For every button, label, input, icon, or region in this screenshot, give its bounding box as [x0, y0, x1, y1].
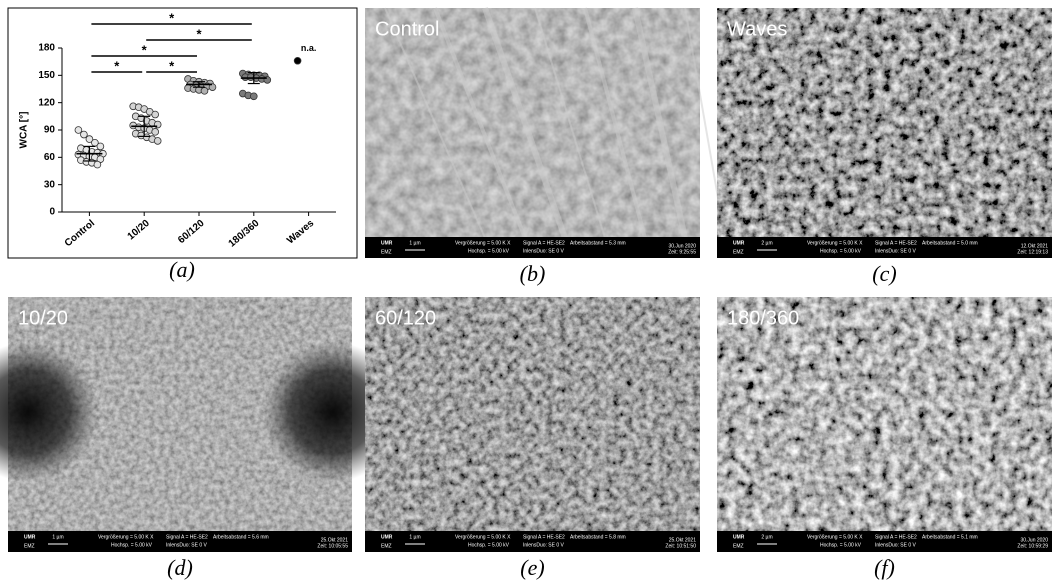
- info: Arbeitsabstand = 5.8 mm: [570, 534, 626, 540]
- scale-bar-label: 1 µm: [409, 534, 420, 540]
- panel-caption: (d): [167, 555, 193, 580]
- info: InlensDuo: SE 0 V: [875, 542, 917, 548]
- info: Arbeitsabstand = 5.6 mm: [213, 534, 269, 540]
- info: Signal A = HE-SE2: [875, 240, 917, 246]
- info: Arbeitsabstand = 5.3 mm: [570, 240, 626, 246]
- panel-title: 180/360: [727, 307, 799, 329]
- info: Hochsp. = 5.00 kV: [468, 542, 510, 548]
- data-point: [152, 128, 159, 135]
- data-point: [97, 143, 104, 150]
- panel-title: 10/20: [18, 307, 68, 329]
- info: Signal A = HE-SE2: [523, 240, 565, 246]
- info: Vergrößerung = 5.00 K X: [455, 534, 511, 540]
- info: Zeit: 12:19:13: [1017, 249, 1048, 255]
- data-point: [81, 131, 88, 138]
- info: InlensDuo: SE 0 V: [166, 542, 208, 548]
- scale-bar-label: 2 µm: [761, 534, 772, 540]
- panel-caption: (a): [169, 257, 195, 282]
- logo: UMR: [733, 240, 745, 246]
- info: InlensDuo: SE 0 V: [875, 248, 917, 254]
- panel-caption: (c): [872, 261, 896, 286]
- info: Zeit: 10:05:55: [317, 543, 348, 549]
- panel-caption: (b): [520, 261, 546, 286]
- logo: EMZ: [24, 543, 35, 549]
- y-tick-label: 0: [49, 207, 55, 218]
- info: Zeit: 10:51:50: [665, 543, 696, 549]
- scale-bar-label: 1 µm: [409, 240, 420, 246]
- panel-caption: (f): [874, 555, 895, 580]
- panel-title: 60/120: [375, 307, 436, 329]
- info: InlensDuo: SE 0 V: [523, 542, 565, 548]
- logo: EMZ: [733, 543, 744, 549]
- logo: UMR: [381, 240, 393, 246]
- info: Zeit: 10:59:29: [1017, 543, 1048, 549]
- data-point: [152, 111, 159, 118]
- annotation: n.a.: [301, 43, 317, 53]
- y-tick-label: 120: [38, 97, 55, 108]
- data-point: [294, 57, 301, 64]
- logo: EMZ: [381, 249, 392, 255]
- info: Vergrößerung = 5.00 K X: [455, 240, 511, 246]
- panel-title: Waves: [727, 18, 787, 40]
- data-point: [201, 87, 208, 94]
- info: Hochsp. = 5.00 kV: [820, 248, 862, 254]
- y-axis-label: WCA [°]: [19, 112, 30, 149]
- info: Hochsp. = 5.00 kV: [111, 542, 153, 548]
- data-point: [94, 161, 101, 168]
- panel-title: Control: [375, 18, 439, 40]
- info: Hochsp. = 5.00 kV: [820, 542, 862, 548]
- data-point: [250, 93, 257, 100]
- sem-image: [717, 8, 1052, 258]
- y-tick-label: 90: [44, 125, 56, 136]
- y-tick-label: 180: [38, 43, 55, 54]
- y-tick-label: 30: [44, 179, 56, 190]
- info: Vergrößerung = 5.00 K X: [807, 534, 863, 540]
- y-tick-label: 150: [38, 70, 55, 81]
- logo: UMR: [24, 534, 36, 540]
- scale-bar-label: 2 µm: [761, 240, 772, 246]
- panel-caption: (e): [520, 555, 544, 580]
- info: Zeit: 9:25:55: [668, 249, 696, 255]
- info: Hochsp. = 5.00 kV: [468, 248, 510, 254]
- info: Vergrößerung = 5.00 K X: [807, 240, 863, 246]
- info: Signal A = HE-SE2: [523, 534, 565, 540]
- y-tick-label: 60: [44, 152, 56, 163]
- info: Signal A = HE-SE2: [166, 534, 208, 540]
- sem-image: [365, 297, 700, 552]
- logo: EMZ: [381, 543, 392, 549]
- data-point: [75, 127, 82, 134]
- figure: UMR EMZ 1 µm Vergrößerung = 5.00 K X Hochsp.…: [0, 0, 1057, 584]
- logo: UMR: [381, 534, 393, 540]
- logo: EMZ: [733, 249, 744, 255]
- page: {"chart_data": {"type": "strip", "panel_…: [0, 0, 1057, 584]
- logo: UMR: [733, 534, 745, 540]
- info: InlensDuo: SE 0 V: [523, 248, 565, 254]
- info: Vergrößerung = 5.00 K X: [98, 534, 154, 540]
- info: Signal A = HE-SE2: [875, 534, 917, 540]
- sem-image: [365, 8, 700, 258]
- info: Arbeitsabstand = 5.1 mm: [922, 534, 978, 540]
- data-point: [154, 138, 161, 145]
- scale-bar-label: 1 µm: [52, 534, 63, 540]
- info: Arbeitsabstand = 5.0 mm: [922, 240, 978, 246]
- sem-image: [717, 297, 1052, 552]
